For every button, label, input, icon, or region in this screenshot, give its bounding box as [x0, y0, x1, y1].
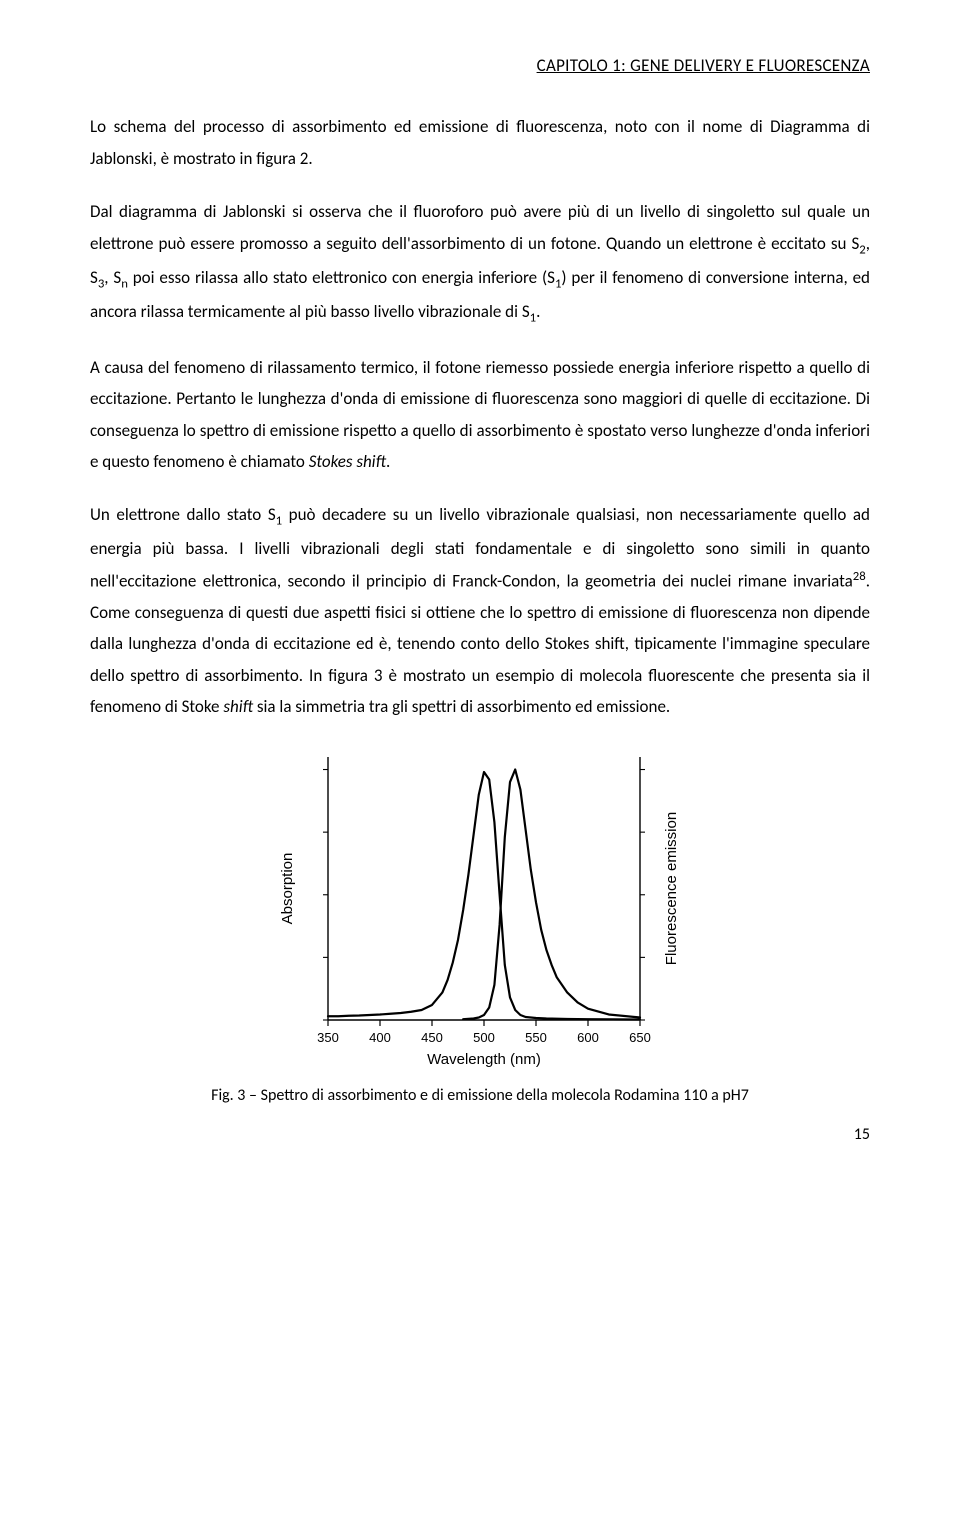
chapter-header: CAPITOLO 1: GENE DELIVERY E FLUORESCENZA: [90, 50, 870, 81]
paragraph-1: Lo schema del processo di assorbimento e…: [90, 111, 870, 174]
svg-text:Wavelength (nm): Wavelength (nm): [427, 1051, 541, 1068]
paragraph-2: Dal diagramma di Jablonski si osserva ch…: [90, 196, 870, 329]
svg-text:400: 400: [369, 1030, 391, 1045]
text-span: Un elettrone dallo stato S: [90, 504, 276, 525]
text-span: A causa del fenomeno di rilassamento ter…: [90, 357, 870, 472]
svg-text:500: 500: [473, 1030, 495, 1045]
svg-text:Fluorescence emission: Fluorescence emission: [663, 811, 680, 964]
text-span: Lo schema del processo di assorbimento e…: [90, 116, 870, 168]
svg-text:Absorption: Absorption: [279, 852, 296, 924]
text-span: .: [536, 301, 540, 322]
paragraph-3: A causa del fenomeno di rilassamento ter…: [90, 352, 870, 478]
text-span: , S: [104, 267, 121, 288]
text-span: poi esso rilassa allo stato elettronico …: [128, 267, 555, 288]
text-span: sia la simmetria tra gli spettri di asso…: [253, 696, 670, 717]
text-span: .: [386, 451, 390, 472]
figure-3: 350 400 450 500 550 600 650 Wavelength (nm) Abso…: [90, 745, 870, 1111]
svg-text:450: 450: [421, 1030, 443, 1045]
svg-text:600: 600: [577, 1030, 599, 1045]
svg-text:650: 650: [629, 1030, 651, 1045]
text-span: Dal diagramma di Jablonski si osserva ch…: [90, 201, 870, 253]
paragraph-4: Un elettrone dallo stato S1 può decadere…: [90, 499, 870, 722]
subscript: n: [121, 276, 128, 291]
italic-term: Stokes shift: [309, 451, 386, 472]
italic-term: shift: [223, 696, 253, 717]
superscript-ref: 28: [853, 569, 866, 584]
svg-text:550: 550: [525, 1030, 547, 1045]
svg-text:350: 350: [317, 1030, 339, 1045]
page-number: 15: [90, 1120, 870, 1150]
figure-caption: Fig. 3 – Spettro di assorbimento e di em…: [90, 1081, 870, 1111]
spectrum-chart: 350 400 450 500 550 600 650 Wavelength (nm) Abso…: [270, 745, 690, 1075]
